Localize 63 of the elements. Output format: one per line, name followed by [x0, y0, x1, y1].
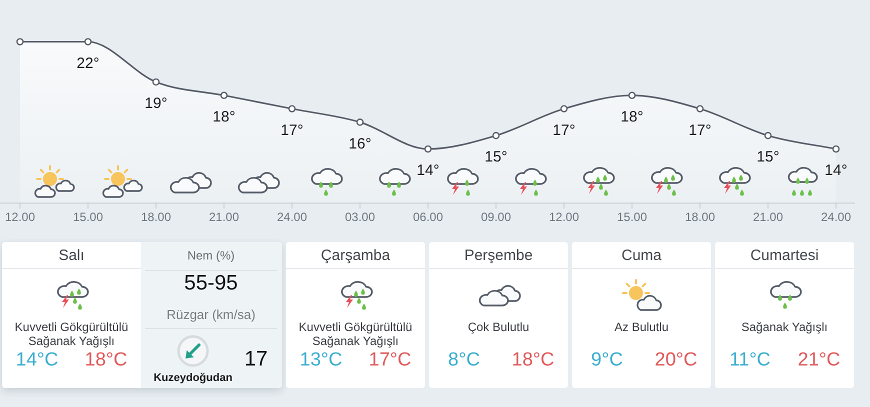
annotation: Kuvvetli Gökgürültülü Sağanak Yağışlı: [14, 320, 130, 348]
x-tick-label: 21.00: [752, 210, 784, 224]
x-tick-label: 03.00: [344, 210, 376, 224]
point: [764, 132, 772, 140]
data-label: 18°: [212, 108, 236, 126]
point: [220, 92, 228, 100]
data-label: 15°: [756, 148, 780, 166]
x-tick-label: 21.00: [208, 210, 240, 224]
text: 8°C: [448, 350, 480, 372]
point: [424, 145, 432, 153]
point: [152, 78, 160, 86]
text: 11°C: [729, 350, 771, 372]
text: 18°C: [84, 350, 128, 372]
x-tick-label: 12.00: [548, 210, 580, 224]
data-label: 14°: [824, 162, 848, 180]
point: [560, 105, 568, 112]
annotation: Nem (%): [187, 248, 235, 262]
x-tick-label: 24.00: [820, 210, 852, 224]
annotation: Az Bulutlu: [613, 320, 670, 334]
text: 14°C: [16, 350, 58, 372]
annotation: Sağanak Yağışlı: [740, 320, 829, 334]
data-label: 18°: [620, 108, 644, 126]
data-label: 19°: [144, 95, 168, 112]
data-label: 15°: [484, 148, 508, 166]
data-label: 16°: [348, 135, 372, 152]
x-tick-label: 15.00: [616, 210, 648, 224]
data-label: 17°: [552, 122, 576, 139]
point: [832, 145, 840, 153]
text: 9°C: [591, 350, 623, 372]
annotation: Çok Bulutlu: [466, 320, 530, 334]
text: 17°C: [368, 350, 412, 372]
x-tick-label: 15.00: [72, 210, 104, 224]
point: [696, 105, 704, 112]
point: [492, 132, 500, 140]
x-tick-label: 18.00: [684, 210, 716, 224]
point: [16, 38, 24, 46]
annotation: Rüzgar (km/sa): [166, 306, 256, 322]
point: [356, 118, 364, 126]
data-label: 22°: [76, 54, 100, 72]
category-label: Salı: [58, 246, 84, 264]
x-tick-label: 24.00: [276, 210, 308, 224]
x-tick-label: 12.00: [4, 210, 36, 224]
data-label: 14°: [416, 162, 440, 180]
point: [628, 92, 636, 100]
text: Kuzeydoğudan: [154, 371, 232, 384]
category-label: Cuma: [621, 246, 662, 264]
x-tick-label: 06.00: [412, 210, 444, 224]
x-tick-label: 18.00: [140, 210, 172, 224]
point: [288, 105, 296, 112]
category-label: Çarşamba: [320, 246, 390, 264]
text: 13°C: [300, 350, 342, 372]
point: [84, 38, 92, 46]
category-label: Perşembe: [464, 246, 533, 264]
annotation: Kuvvetli Gökgürültülü Sağanak Yağışlı: [298, 320, 414, 348]
text: 17: [244, 347, 268, 371]
text: 18°C: [512, 350, 554, 372]
data-label: 17°: [280, 122, 304, 139]
text: 21°C: [798, 350, 840, 372]
data-label: 17°: [688, 122, 712, 139]
text: 20°C: [654, 350, 698, 372]
annotation: 55-95: [184, 271, 238, 295]
category-label: Cumartesi: [750, 246, 819, 264]
x-tick-label: 09.00: [480, 210, 512, 224]
